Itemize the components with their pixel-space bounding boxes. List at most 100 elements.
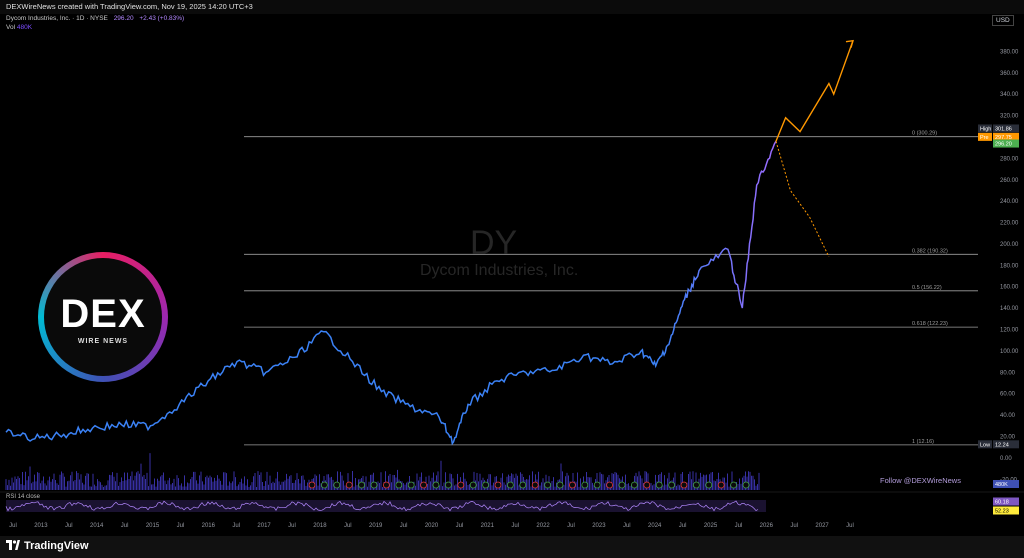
x-tick-label: Jul (846, 523, 854, 529)
x-tick-label: Jul (288, 523, 296, 529)
rsi-badge-bg (993, 506, 1019, 515)
y-tick-label: 180.00 (1000, 263, 1019, 269)
event-marker (382, 481, 390, 489)
vol-value: 480K (16, 24, 33, 31)
fib-level-label: 0.618 (122.23) (912, 321, 948, 327)
event-marker (680, 481, 688, 489)
x-tick-label: Jul (567, 523, 575, 529)
event-marker (569, 481, 576, 489)
created-by-text: DEXWireNews created with TradingView.com… (6, 2, 253, 11)
price-badge-value: 296.20 (995, 142, 1012, 148)
price-badge-value: 297.75 (995, 135, 1012, 141)
event-marker (581, 481, 589, 489)
watermark-ticker: DY (470, 224, 518, 262)
y-tick-label: 40.00 (1000, 413, 1016, 419)
event-marker (742, 481, 750, 489)
event-marker (345, 481, 353, 489)
top-bar: DEXWireNews created with TradingView.com… (0, 0, 1024, 14)
x-tick-label: 2024 (648, 523, 662, 529)
event-marker (420, 481, 428, 489)
rsi-badge-bg (993, 497, 1019, 506)
x-tick-label: Jul (623, 523, 631, 529)
x-tick-label: Jul (679, 523, 687, 529)
x-tick-label: Jul (344, 523, 352, 529)
x-tick-label: 2025 (704, 523, 718, 529)
y-tick-label: 80.00 (1000, 370, 1016, 376)
event-marker (556, 481, 564, 489)
event-marker (531, 481, 539, 489)
y-tick-label: 280.00 (1000, 156, 1019, 162)
event-marker (618, 481, 626, 489)
x-tick-label: 2016 (202, 523, 216, 529)
y-tick-label: 100.00 (1000, 349, 1019, 355)
rsi-badge-value: 52.23 (995, 509, 1009, 515)
event-marker (457, 481, 465, 489)
x-tick-label: 2026 (760, 523, 774, 529)
projection-up-line (775, 40, 854, 142)
tradingview-label: TradingView (24, 540, 89, 552)
event-marker (308, 481, 316, 489)
x-tick-label: Jul (177, 523, 185, 529)
x-tick-label: 2020 (425, 523, 439, 529)
y-tick-label: 340.00 (1000, 92, 1019, 98)
event-marker (469, 481, 477, 489)
volume-badge-value: 480K (995, 482, 1008, 488)
x-tick-label: 2018 (313, 523, 327, 529)
change-text: +2.43 (+0.83%) (139, 15, 185, 22)
x-tick-label: 2027 (815, 523, 829, 529)
price-badge-value: 301.86 (995, 126, 1012, 132)
price-badge-value: 12.24 (995, 442, 1009, 448)
y-tick-label: 60.00 (1000, 392, 1016, 398)
event-marker (655, 481, 663, 489)
price-line (5, 140, 777, 446)
vol-label: Vol (6, 24, 16, 31)
projection-down-line (775, 141, 830, 258)
price-badge-bg (993, 139, 1019, 148)
x-tick-label: Jul (735, 523, 743, 529)
x-tick-label: 2013 (34, 523, 48, 529)
x-tick-label: 2019 (369, 523, 383, 529)
event-marker (370, 481, 378, 489)
watermark-name: Dycom Industries, Inc. (420, 262, 579, 279)
price-badge-bg (993, 132, 1019, 141)
x-tick-label: 2014 (90, 523, 104, 529)
fib-level-label: 0 (300.29) (912, 131, 937, 137)
currency-badge[interactable]: USD (992, 15, 1014, 26)
x-tick-label: Jul (400, 523, 408, 529)
x-tick-label: Jul (511, 523, 519, 529)
price-badge-label: High (980, 126, 991, 132)
event-marker (333, 481, 341, 489)
x-tick-label: Jul (232, 523, 240, 529)
event-marker (519, 481, 527, 489)
y-tick-label: 240.00 (1000, 199, 1019, 205)
x-tick-label: 2023 (592, 523, 606, 529)
x-tick-label: 2017 (257, 523, 271, 529)
y-tick-label: 380.00 (1000, 49, 1019, 55)
follow-text: Follow @DEXWireNews (880, 476, 961, 485)
x-tick-label: Jul (121, 523, 129, 529)
event-marker (631, 481, 638, 489)
y-tick-label: 200.00 (1000, 242, 1019, 248)
rsi-band (6, 500, 766, 512)
event-marker (730, 481, 737, 489)
volume-badge-bg (993, 480, 1019, 488)
symbol-text: Dycom Industries, Inc. · 1D · NYSE (6, 15, 108, 22)
event-marker (705, 481, 713, 489)
event-marker (668, 481, 675, 489)
price-badge-label: Low (980, 442, 990, 448)
x-tick-label: 2022 (536, 523, 550, 529)
y-tick-label: 260.00 (1000, 178, 1019, 184)
y-tick-label: 360.00 (1000, 71, 1019, 77)
event-marker (643, 481, 651, 489)
event-marker (544, 481, 551, 489)
dex-logo-subtitle: WIRE NEWS (77, 338, 129, 345)
event-marker (432, 481, 440, 489)
event-marker (444, 481, 452, 489)
price-badge-label-bg (978, 132, 992, 141)
event-marker (395, 481, 403, 489)
event-marker (717, 481, 725, 489)
price-badge-label-bg (978, 440, 992, 449)
tradingview-logo[interactable]: TradingView (6, 540, 89, 552)
event-marker (593, 481, 601, 489)
